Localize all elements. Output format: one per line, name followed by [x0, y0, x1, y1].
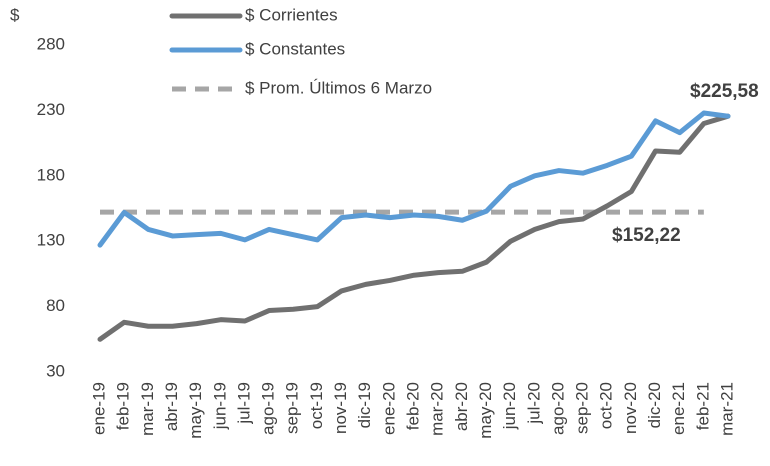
y-tick-label: 280: [37, 34, 65, 53]
x-tick-label: nov-19: [331, 382, 350, 434]
x-tick-label: oct-20: [597, 382, 616, 429]
x-tick-label: may-19: [186, 382, 205, 439]
x-tick-label: jul-19: [234, 382, 253, 425]
y-tick-label: 30: [46, 361, 65, 380]
y-tick-label: 80: [46, 296, 65, 315]
x-tick-label: abr-20: [452, 382, 471, 431]
x-tick-label: dic-19: [355, 382, 374, 428]
x-tick-label: ene-20: [379, 382, 398, 435]
x-tick-label: oct-19: [307, 382, 326, 429]
x-tick-label: feb-21: [693, 382, 712, 430]
x-tick-label: may-20: [476, 382, 495, 439]
x-tick-label: sep-20: [573, 382, 592, 434]
x-tick-label: jun-20: [500, 382, 519, 430]
x-tick-label: ago-20: [548, 382, 567, 435]
y-tick-label: 180: [37, 165, 65, 184]
x-tick-label: feb-19: [114, 382, 133, 430]
legend-label: $ Prom. Últimos 6 Marzo: [245, 78, 432, 97]
x-tick-label: nov-20: [621, 382, 640, 434]
x-tick-label: feb-20: [403, 382, 422, 430]
x-tick-label: jun-19: [210, 382, 229, 430]
y-axis-label: $: [10, 5, 20, 24]
annotation: $225,58: [690, 81, 759, 102]
y-tick-label: 230: [37, 100, 65, 119]
x-tick-label: mar-20: [428, 382, 447, 436]
y-tick-label: 130: [37, 231, 65, 250]
legend-label: $ Constantes: [245, 39, 345, 58]
x-tick-label: ene-21: [669, 382, 688, 435]
series-line: [97, 110, 731, 248]
x-tick-label: ene-19: [89, 382, 108, 435]
x-tick-label: sep-19: [283, 382, 302, 434]
x-tick-label: abr-19: [162, 382, 181, 431]
x-tick-label: jul-20: [524, 382, 543, 425]
x-tick-label: dic-20: [645, 382, 664, 428]
annotation: $152,22: [612, 225, 681, 246]
series-line: [97, 113, 731, 342]
x-tick-label: mar-21: [717, 382, 736, 436]
x-tick-label: mar-19: [138, 382, 157, 436]
legend-label: $ Corrientes: [245, 5, 338, 24]
x-tick-label: ago-19: [259, 382, 278, 435]
